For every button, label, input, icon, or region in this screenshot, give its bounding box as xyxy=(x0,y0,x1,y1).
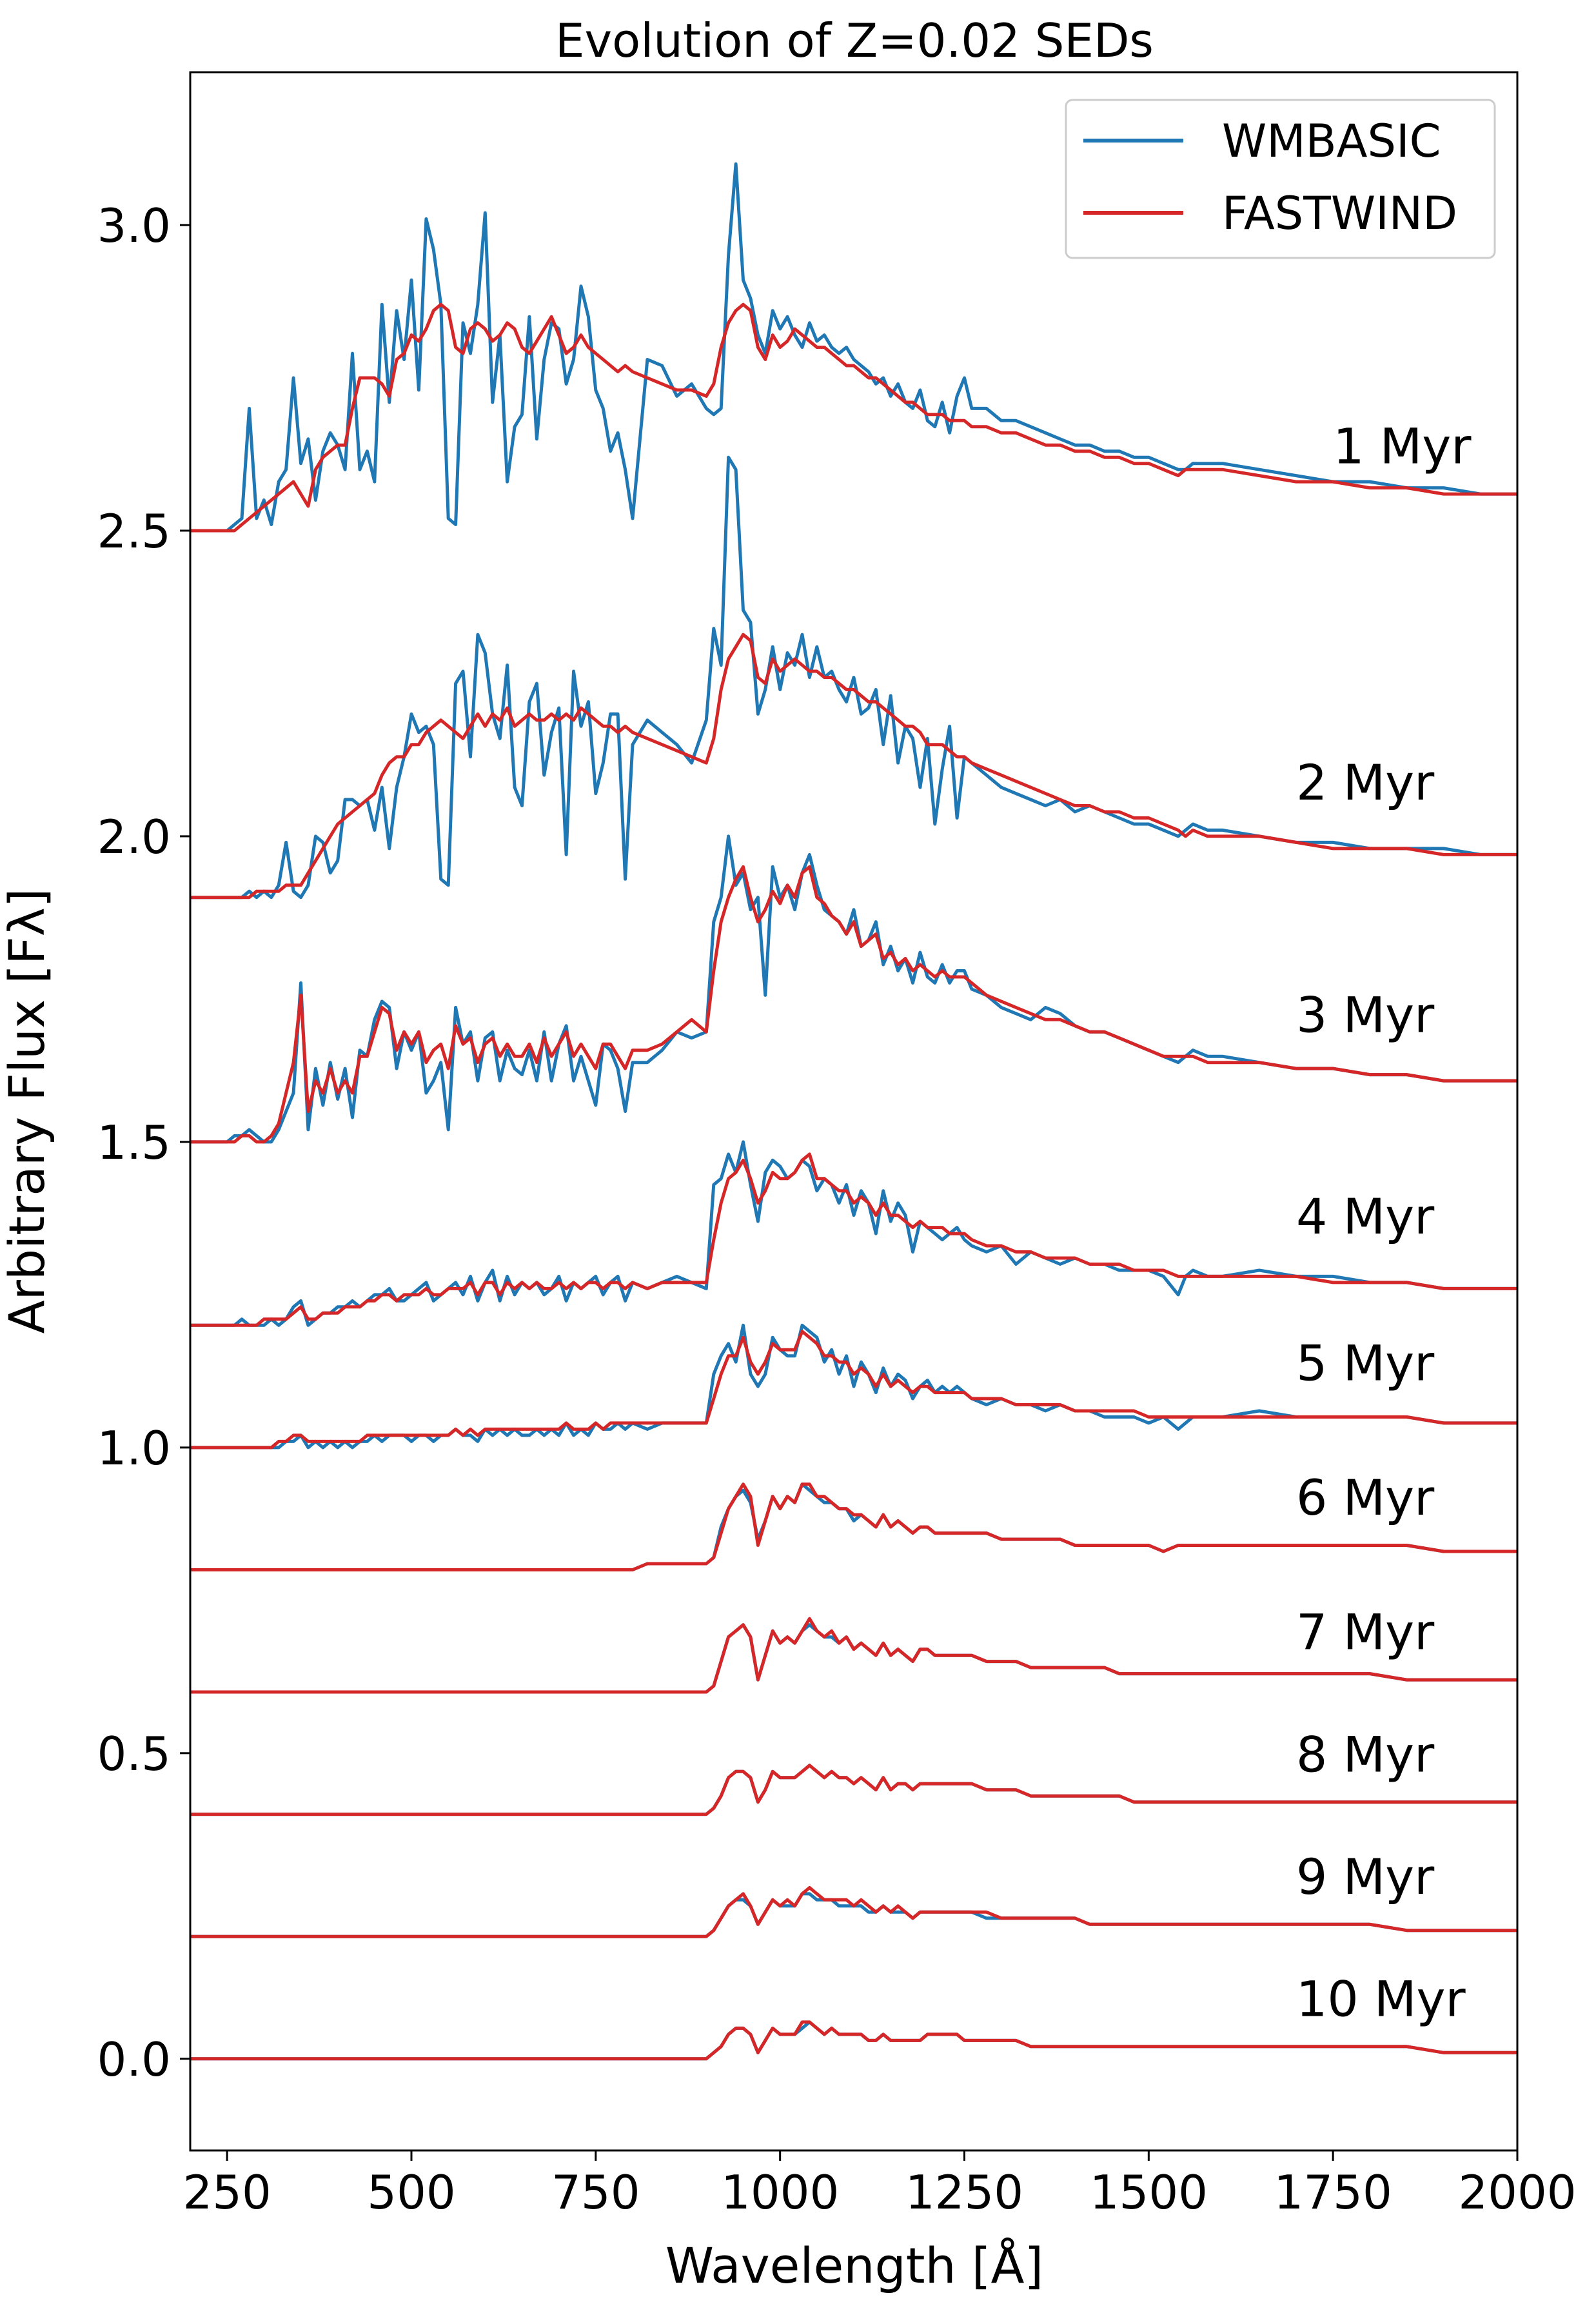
age-label-8-myr: 8 Myr xyxy=(1296,1726,1435,1783)
series-line-fastwind-10-myr xyxy=(190,2020,1517,2061)
age-label-6-myr: 6 Myr xyxy=(1296,1469,1435,1526)
age-label-5-myr: 5 Myr xyxy=(1296,1335,1435,1392)
x-axis-label: Wavelength [Å] xyxy=(665,2237,1043,2294)
series-line-wmbasic-3-myr xyxy=(190,834,1517,1144)
x-tick-label-500: 500 xyxy=(367,2165,455,2219)
series-line-fastwind-1-myr xyxy=(190,302,1517,533)
x-axis-ticks: 250 500 750 1000 1250 1500 1750 2000 xyxy=(182,2150,1577,2219)
age-label-9-myr: 9 Myr xyxy=(1296,1848,1435,1905)
series-line-fastwind-4-myr xyxy=(190,1152,1517,1327)
y-tick-label-2-0: 2.0 xyxy=(97,810,171,864)
age-label-7-myr: 7 Myr xyxy=(1296,1604,1435,1661)
legend-label-wmbasic: WMBASIC xyxy=(1222,115,1441,168)
x-tick-label-1500: 1500 xyxy=(1090,2165,1208,2219)
y-tick-label-1-0: 1.0 xyxy=(97,1421,171,1475)
legend-label-fastwind: FASTWIND xyxy=(1222,187,1457,240)
x-tick-label-2000: 2000 xyxy=(1458,2165,1576,2219)
x-tick-label-1250: 1250 xyxy=(905,2165,1023,2219)
series-line-wmbasic-1-myr xyxy=(190,162,1517,533)
series-line-fastwind-6-myr xyxy=(190,1482,1517,1571)
age-label-1-myr: 1 Myr xyxy=(1333,418,1472,475)
x-tick-label-1000: 1000 xyxy=(721,2165,839,2219)
age-label-10-myr: 10 Myr xyxy=(1296,1971,1466,2028)
x-tick-label-1750: 1750 xyxy=(1274,2165,1392,2219)
series-line-wmbasic-4-myr xyxy=(190,1140,1517,1327)
x-tick-label-250: 250 xyxy=(182,2165,271,2219)
age-label-4-myr: 4 Myr xyxy=(1296,1188,1435,1245)
chart-title: Evolution of Z=0.02 SEDs xyxy=(555,14,1154,68)
y-axis-label: Arbitrary Flux [Fλ] xyxy=(0,889,55,1334)
series-line-fastwind-5-myr xyxy=(190,1330,1517,1450)
y-tick-label-3-0: 3.0 xyxy=(97,199,171,253)
series-line-fastwind-9-myr xyxy=(190,1885,1517,1938)
plot-frame xyxy=(189,71,1519,2152)
y-axis-ticks: 0.0 0.5 1.0 1.5 2.0 2.5 3.0 xyxy=(97,199,190,2087)
series-line-wmbasic-2-myr xyxy=(190,455,1517,900)
series-line-fastwind-8-myr xyxy=(190,1764,1517,1816)
series-layer xyxy=(190,162,1517,2061)
age-label-2-myr: 2 Myr xyxy=(1296,754,1435,811)
y-tick-label-2-5: 2.5 xyxy=(97,504,171,558)
series-line-fastwind-7-myr xyxy=(190,1617,1517,1694)
series-line-fastwind-2-myr xyxy=(190,633,1517,900)
series-line-fastwind-3-myr xyxy=(190,865,1517,1144)
y-tick-label-1-5: 1.5 xyxy=(97,1116,171,1170)
age-label-layer: 1 Myr 2 Myr 3 Myr 4 Myr 5 Myr 6 Myr 7 Myr 8 Myr… xyxy=(1296,418,1472,2028)
age-label-3-myr: 3 Myr xyxy=(1296,986,1435,1043)
series-line-wmbasic-5-myr xyxy=(190,1323,1517,1450)
y-tick-label-0-5: 0.5 xyxy=(97,1727,171,1781)
x-tick-label-750: 750 xyxy=(551,2165,640,2219)
y-tick-label-0-0: 0.0 xyxy=(97,2032,171,2087)
legend: WMBASIC FASTWIND xyxy=(1065,99,1496,259)
